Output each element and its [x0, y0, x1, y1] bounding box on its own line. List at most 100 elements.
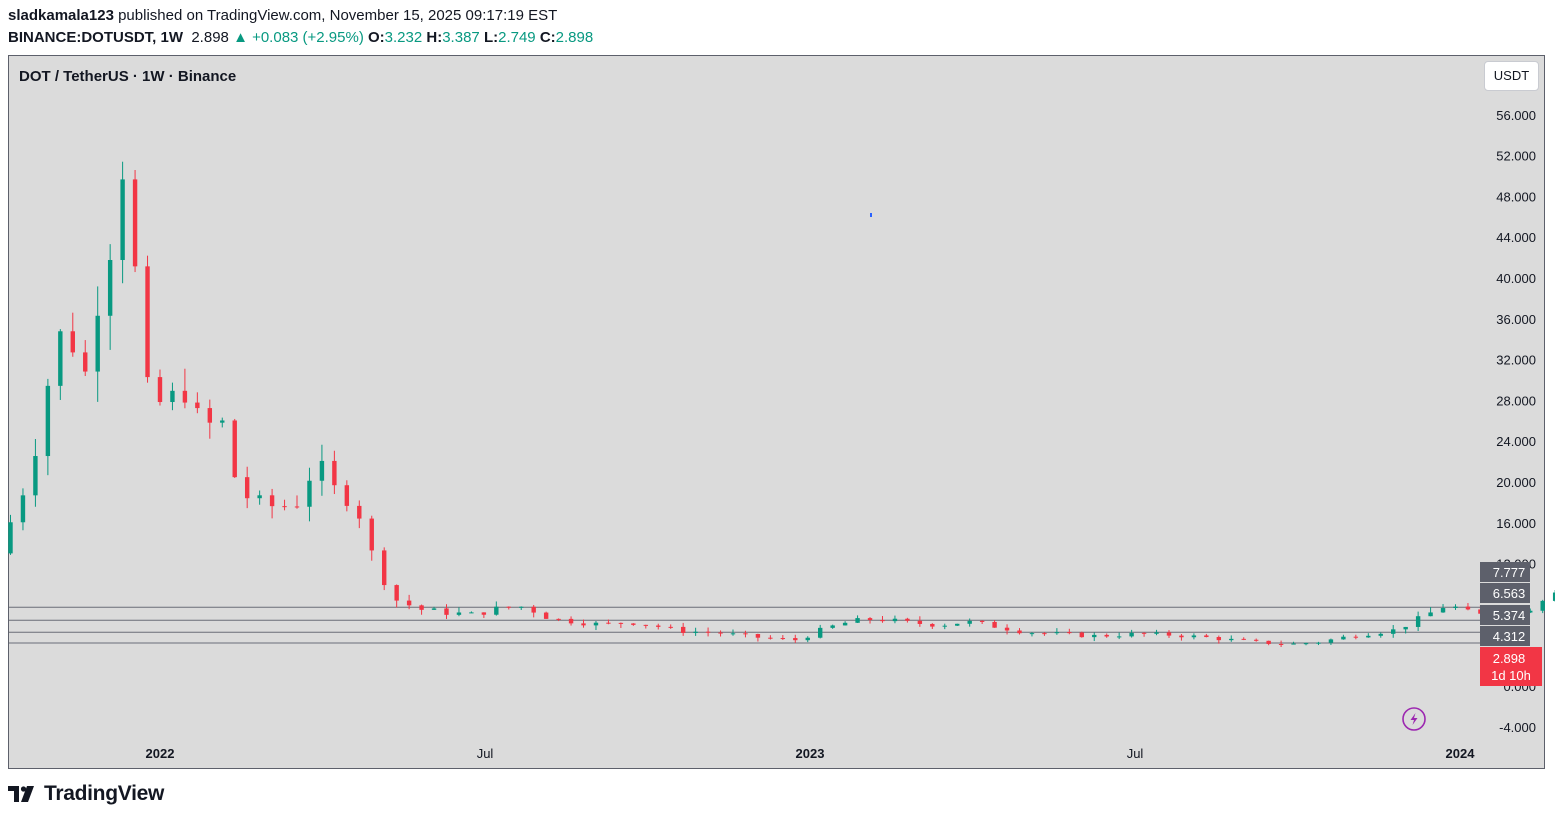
tradingview-logo[interactable]: TradingView: [8, 782, 164, 806]
candle-body[interactable]: [1453, 606, 1458, 609]
candle-body[interactable]: [519, 606, 524, 608]
level-tag[interactable]: [1480, 562, 1530, 582]
candle-body[interactable]: [1341, 636, 1346, 640]
candle-body[interactable]: [1129, 632, 1134, 637]
candle-body[interactable]: [1291, 643, 1296, 645]
candle-body[interactable]: [157, 377, 163, 403]
candle-body[interactable]: [506, 606, 511, 608]
candle-body[interactable]: [668, 626, 673, 628]
candle-body[interactable]: [145, 266, 150, 378]
candle-body[interactable]: [1278, 643, 1284, 645]
candle-body[interactable]: [1017, 630, 1022, 634]
candle-body[interactable]: [419, 605, 424, 610]
candle-body[interactable]: [294, 506, 300, 508]
author-name[interactable]: sladkamala123: [8, 7, 114, 24]
candle-body[interactable]: [979, 620, 985, 622]
candle-body[interactable]: [581, 623, 586, 626]
candle-body[interactable]: [631, 623, 636, 625]
candle-body[interactable]: [656, 625, 661, 627]
candle-body[interactable]: [20, 495, 26, 523]
level-tag[interactable]: [1480, 626, 1530, 646]
candle-body[interactable]: [1067, 632, 1072, 634]
candle-body[interactable]: [45, 385, 51, 457]
candle-body[interactable]: [170, 390, 175, 403]
candle-body[interactable]: [1229, 638, 1234, 641]
candle-body[interactable]: [1465, 606, 1471, 610]
candle-body[interactable]: [132, 179, 138, 267]
candle-body[interactable]: [718, 632, 723, 634]
candle-body[interactable]: [244, 477, 250, 499]
candle-body[interactable]: [1241, 638, 1246, 640]
candle-body[interactable]: [182, 390, 188, 403]
candle-body[interactable]: [967, 620, 972, 624]
candle-body[interactable]: [406, 600, 412, 606]
candle-body[interactable]: [1540, 600, 1545, 611]
candle-body[interactable]: [643, 624, 649, 626]
candle-body[interactable]: [780, 638, 786, 640]
candle-body[interactable]: [1054, 632, 1060, 634]
current-price-tag[interactable]: [1480, 647, 1542, 686]
candle-body[interactable]: [382, 550, 387, 586]
candle-body[interactable]: [269, 495, 275, 507]
candle-body[interactable]: [120, 179, 125, 261]
candle-body[interactable]: [357, 505, 362, 519]
candle-body[interactable]: [207, 408, 213, 423]
candle-body[interactable]: [1204, 635, 1209, 638]
candle-body[interactable]: [1366, 635, 1371, 638]
candle-body[interactable]: [1191, 635, 1197, 638]
candle-body[interactable]: [955, 623, 960, 626]
candle-body[interactable]: [282, 506, 287, 508]
candle-body[interactable]: [257, 495, 262, 499]
candle-body[interactable]: [880, 619, 885, 622]
candle-body[interactable]: [1266, 640, 1271, 644]
candle-body[interactable]: [307, 480, 312, 507]
lightning-icon[interactable]: [1402, 707, 1426, 731]
candle-body[interactable]: [344, 485, 350, 506]
candle-body[interactable]: [705, 631, 711, 633]
candle-body[interactable]: [817, 627, 823, 638]
candle-body[interactable]: [1440, 608, 1446, 613]
candle-body[interactable]: [469, 612, 474, 614]
candle-body[interactable]: [693, 631, 698, 633]
candle-body[interactable]: [606, 622, 611, 624]
candle-body[interactable]: [456, 612, 462, 615]
candle-body[interactable]: [942, 625, 947, 627]
candle-body[interactable]: [319, 460, 325, 481]
candle-body[interactable]: [1216, 637, 1222, 641]
candle-body[interactable]: [481, 612, 487, 615]
candle-body[interactable]: [830, 625, 835, 628]
candle-body[interactable]: [232, 420, 237, 478]
candle-body[interactable]: [1415, 616, 1421, 627]
candle-body[interactable]: [805, 637, 810, 641]
candle-body[interactable]: [8, 522, 13, 554]
candle-body[interactable]: [33, 456, 38, 496]
candle-body[interactable]: [1042, 633, 1047, 635]
candle-body[interactable]: [992, 621, 997, 628]
candle-body[interactable]: [531, 606, 536, 613]
candle-body[interactable]: [1328, 639, 1334, 643]
candle-body[interactable]: [1004, 627, 1010, 631]
candle-body[interactable]: [1552, 592, 1555, 601]
candle-body[interactable]: [70, 331, 75, 353]
currency-button[interactable]: USDT: [1484, 61, 1539, 91]
candle-body[interactable]: [1253, 639, 1259, 641]
candle-body[interactable]: [842, 622, 848, 626]
level-tag[interactable]: [1480, 605, 1530, 625]
candle-body[interactable]: [444, 608, 449, 615]
candle-body[interactable]: [905, 618, 910, 621]
candle-body[interactable]: [1391, 629, 1396, 634]
candle-body[interactable]: [107, 260, 113, 316]
candle-body[interactable]: [793, 638, 798, 641]
candle-body[interactable]: [743, 633, 748, 635]
candle-body[interactable]: [543, 612, 549, 619]
candle-body[interactable]: [867, 618, 873, 620]
candle-body[interactable]: [768, 637, 773, 639]
candle-body[interactable]: [83, 352, 88, 372]
candle-body[interactable]: [1104, 634, 1109, 637]
candle-body[interactable]: [1029, 633, 1035, 635]
candle-body[interactable]: [917, 620, 923, 624]
candle-body[interactable]: [618, 622, 624, 624]
candle-body[interactable]: [730, 633, 736, 635]
candle-body[interactable]: [394, 585, 399, 601]
